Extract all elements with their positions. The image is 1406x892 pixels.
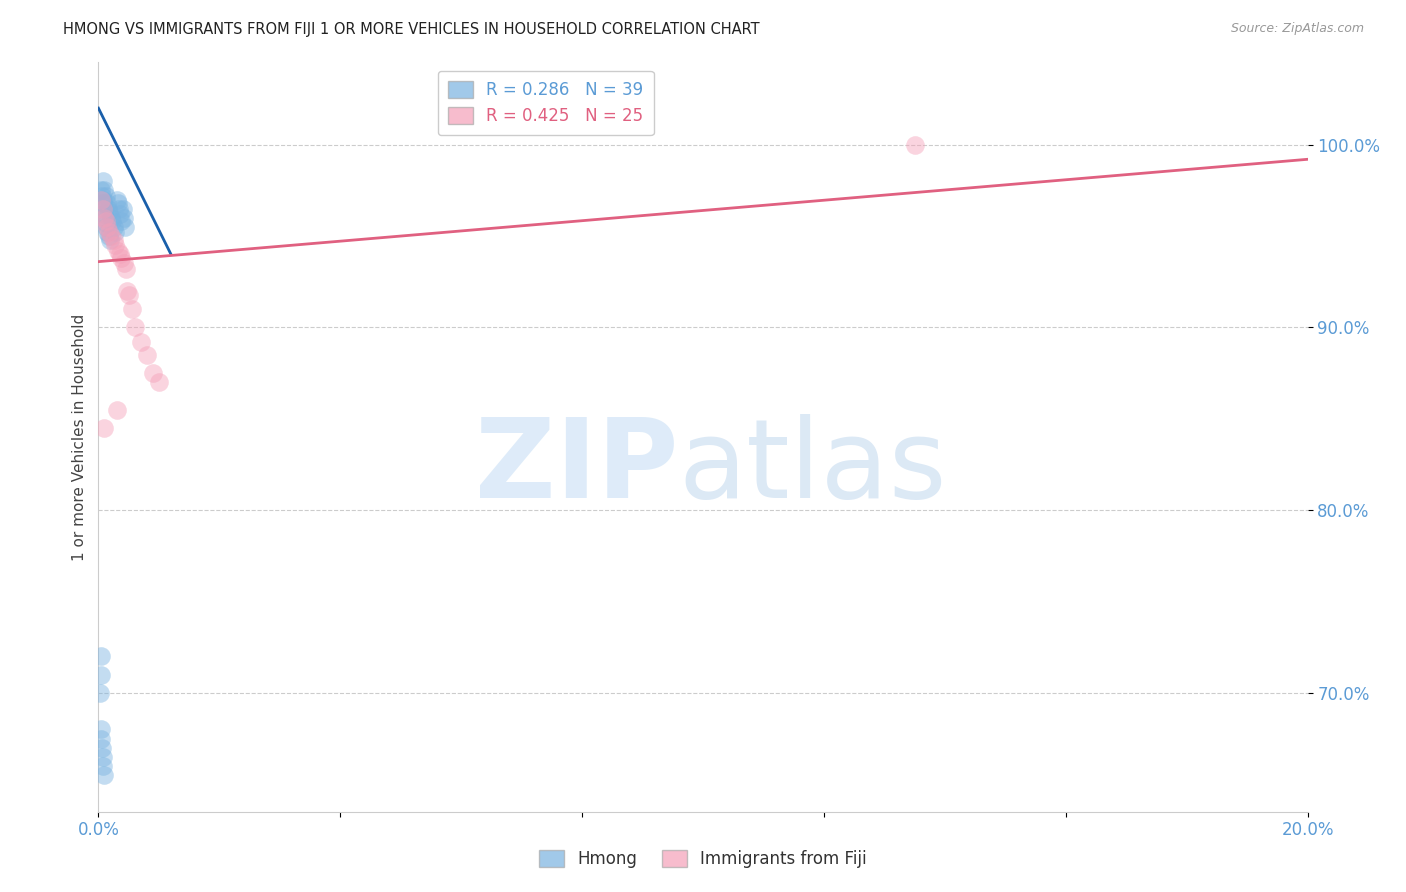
- Point: [93, 183, 115, 197]
- Point: [124, 320, 146, 334]
- Point: [107, 244, 129, 258]
- Point: [105, 193, 128, 207]
- Point: [91, 759, 114, 773]
- Legend: Hmong, Immigrants from Fiji: Hmong, Immigrants from Fiji: [533, 843, 873, 875]
- Point: [96, 219, 118, 234]
- Point: [91, 750, 114, 764]
- Point: [96, 196, 118, 211]
- Point: [111, 202, 134, 216]
- Point: [100, 229, 122, 244]
- Point: [105, 402, 128, 417]
- Point: [89, 686, 111, 700]
- Point: [142, 366, 165, 380]
- Point: [90, 649, 112, 664]
- Point: [108, 247, 131, 261]
- Point: [117, 284, 139, 298]
- Point: [107, 196, 129, 211]
- Point: [91, 740, 114, 755]
- Point: [112, 256, 135, 270]
- Point: [96, 226, 118, 240]
- Point: [91, 193, 114, 207]
- Point: [904, 137, 927, 152]
- Point: [91, 189, 114, 203]
- Text: Source: ZipAtlas.com: Source: ZipAtlas.com: [1230, 22, 1364, 36]
- Point: [110, 214, 132, 228]
- Point: [100, 211, 122, 225]
- Point: [103, 233, 125, 247]
- Y-axis label: 1 or more Vehicles in Household: 1 or more Vehicles in Household: [72, 313, 87, 561]
- Point: [96, 219, 118, 234]
- Point: [121, 302, 143, 317]
- Point: [129, 334, 152, 349]
- Point: [112, 211, 135, 225]
- Point: [118, 287, 141, 301]
- Point: [103, 219, 125, 234]
- Point: [104, 226, 127, 240]
- Point: [90, 731, 112, 746]
- Point: [100, 214, 122, 228]
- Point: [93, 207, 115, 221]
- Point: [91, 174, 114, 188]
- Point: [90, 193, 112, 207]
- Text: ZIP: ZIP: [475, 414, 679, 521]
- Text: atlas: atlas: [679, 414, 948, 521]
- Point: [98, 205, 121, 219]
- Point: [93, 211, 115, 225]
- Point: [97, 202, 120, 216]
- Point: [114, 219, 136, 234]
- Point: [94, 216, 117, 230]
- Point: [98, 226, 121, 240]
- Legend: R = 0.286   N = 39, R = 0.425   N = 25: R = 0.286 N = 39, R = 0.425 N = 25: [439, 70, 654, 136]
- Point: [110, 251, 132, 265]
- Point: [90, 667, 112, 681]
- Point: [94, 214, 117, 228]
- Point: [114, 262, 136, 277]
- Point: [98, 233, 121, 247]
- Point: [108, 202, 131, 216]
- Point: [94, 189, 117, 203]
- Point: [91, 202, 114, 216]
- Text: HMONG VS IMMIGRANTS FROM FIJI 1 OR MORE VEHICLES IN HOUSEHOLD CORRELATION CHART: HMONG VS IMMIGRANTS FROM FIJI 1 OR MORE …: [63, 22, 759, 37]
- Point: [148, 376, 170, 390]
- Point: [90, 183, 112, 197]
- Point: [93, 421, 115, 435]
- Point: [135, 348, 157, 362]
- Point: [94, 211, 117, 225]
- Point: [108, 207, 131, 221]
- Point: [93, 202, 115, 216]
- Point: [104, 238, 127, 252]
- Point: [91, 196, 114, 211]
- Point: [90, 723, 112, 737]
- Point: [93, 768, 115, 782]
- Point: [97, 229, 120, 244]
